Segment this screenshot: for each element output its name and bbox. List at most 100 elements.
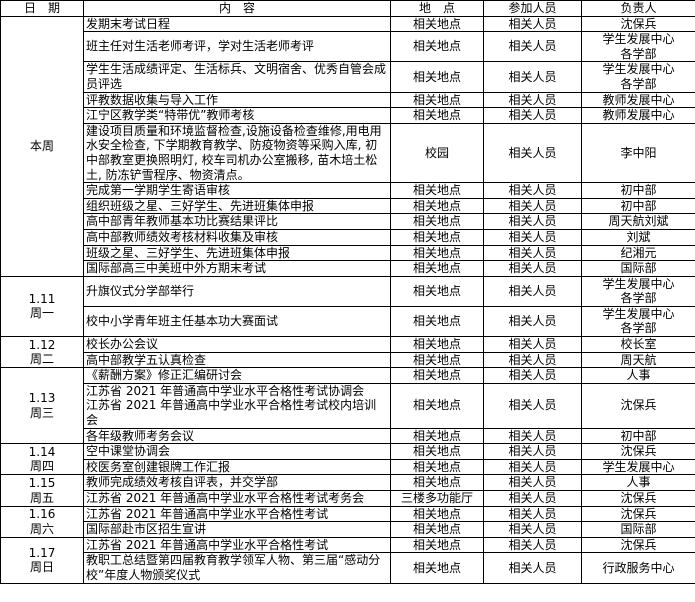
- cell-line: 周六: [29, 521, 54, 536]
- cell-line: 1.17: [28, 545, 56, 560]
- content-cell: 高中部教师绩效考核材料收集及审核: [83, 228, 391, 246]
- participants-cell: 相关人员: [483, 305, 582, 338]
- cell-line: 1.16: [28, 507, 56, 522]
- schedule-row: 1.11 周一 升旗仪式分学部举行 相关地点 相关人员 学生发展中心 各学部: [0, 275, 695, 338]
- content-cell: 江苏省 2021 年普通高中学业水平合格性考试: [83, 536, 391, 554]
- participants-cell: 相关人员: [483, 474, 582, 491]
- cell-line: 周三: [29, 405, 54, 420]
- owner-cell: 教师发展中心: [581, 107, 695, 124]
- date-cell: 1.12 周二: [0, 336, 84, 369]
- schedule-row: 校中小学青年班主任基本功大赛面试 相关地点 相关人员 学生发展中心 各学部: [1, 305, 695, 338]
- content-cell: 各年级教师考务会议: [83, 427, 391, 445]
- owner-cell: 教师发展中心: [581, 91, 695, 109]
- content-cell: 学生生活成绩评定、生活标兵、文明宿舍、优秀自管会成员评选: [83, 61, 391, 93]
- location-cell: 相关地点: [390, 305, 484, 338]
- date-cell: 本周: [0, 15, 84, 277]
- owner-cell: 沈保兵: [581, 382, 695, 429]
- content-cell: 江苏省 2021 年普通高中学业水平合格性考试协调会 江苏省 2021 年普通高中…: [83, 382, 391, 429]
- owner-cell: 周天航刘斌: [581, 213, 695, 230]
- header-cell: 负责人: [581, 0, 695, 17]
- cell-line: 江苏省 2021 年普通高中学业水平合格性考试协调会: [86, 383, 365, 398]
- schedule-row: 组织班级之星、三好学生、先进班集体申报 相关地点 相关人员 初中部: [1, 197, 695, 215]
- owner-cell: 学生发展中心 各学部: [581, 305, 695, 338]
- participants-cell: 相关人员: [483, 505, 582, 523]
- owner-cell: 沈保兵: [581, 443, 695, 460]
- content-cell: 教职工总结暨第四届教育教学领军人物、第三届“感动分校”年度人物颁奖仪式: [83, 552, 391, 584]
- content-cell: 建设项目质量和环境监督检查,设施设备检查维修,用电用水安全检查, 下学期教育教学…: [83, 122, 391, 184]
- schedule-row: 班主任对生活老师考评，学对生活老师考评 相关地点 相关人员 学生发展中心 各学部: [1, 31, 695, 63]
- date-cell: 1.17 周日: [0, 536, 84, 584]
- cell-line: 各学部: [620, 76, 657, 91]
- location-cell: 三楼多功能厅: [390, 490, 484, 507]
- schedule-row: 江苏省 2021 年普通高中学业水平合格性考试考务会 三楼多功能厅 相关人员 沈保兵: [1, 490, 695, 507]
- content-cell: 空中课堂协调会: [83, 443, 391, 460]
- content-cell: 江苏省 2021 年普通高中学业水平合格性考试考务会: [83, 490, 391, 507]
- owner-cell: 初中部: [581, 427, 695, 445]
- location-cell: 相关地点: [390, 443, 484, 460]
- location-cell: 相关地点: [390, 197, 484, 215]
- schedule-row: 各年级教师考务会议 相关地点 相关人员 初中部: [1, 427, 695, 445]
- owner-cell: 沈保兵: [581, 505, 695, 523]
- schedule-row: 学生生活成绩评定、生活标兵、文明宿舍、优秀自管会成员评选 相关地点 相关人员 学生发展…: [1, 61, 695, 93]
- date-cell: 1.15 周五: [0, 474, 84, 507]
- cell-line: 周四: [29, 459, 54, 474]
- location-cell: 相关地点: [390, 61, 484, 93]
- owner-cell: 学生发展中心 各学部: [581, 61, 695, 93]
- participants-cell: 相关人员: [483, 351, 582, 369]
- schedule-row: 建设项目质量和环境监督检查,设施设备检查维修,用电用水安全检查, 下学期教育教学…: [1, 122, 695, 184]
- location-cell: 相关地点: [390, 474, 484, 491]
- schedule-row: 教职工总结暨第四届教育教学领军人物、第三届“感动分校”年度人物颁奖仪式 相关地点相…: [1, 552, 695, 584]
- participants-cell: 相关人员: [483, 260, 582, 277]
- owner-cell: 学生发展中心: [581, 458, 695, 476]
- participants-cell: 相关人员: [483, 122, 582, 184]
- cell-line: 本周: [29, 138, 54, 153]
- content-cell: 升旗仪式分学部举行: [83, 275, 391, 307]
- schedule-row: 高中部青年教师基本功比赛结果评比 相关地点 相关人员 周天航刘斌: [1, 213, 695, 230]
- participants-cell: 相关人员: [483, 443, 582, 460]
- schedule-row: 江宁区教学类“特带优”教师考核 相关地点 相关人员 教师发展中心: [1, 107, 695, 124]
- location-cell: 相关地点: [390, 91, 484, 109]
- location-cell: 相关地点: [390, 382, 484, 429]
- participants-cell: 相关人员: [483, 427, 582, 445]
- participants-cell: 相关人员: [483, 275, 582, 307]
- owner-cell: 国际部: [581, 260, 695, 277]
- participants-cell: 相关人员: [483, 458, 582, 476]
- schedule-row: 本周 发期末考试日程 相关地点 相关人员 沈保兵: [0, 15, 695, 277]
- owner-cell: 初中部: [581, 182, 695, 199]
- location-cell: 相关地点: [390, 458, 484, 476]
- location-cell: 相关地点: [390, 336, 484, 353]
- header-cell: 内 容: [83, 0, 391, 17]
- content-cell: 校中小学青年班主任基本功大赛面试: [83, 305, 391, 338]
- owner-cell: 人事: [581, 474, 695, 491]
- location-cell: 相关地点: [390, 427, 484, 445]
- owner-cell: 沈保兵: [581, 15, 695, 33]
- schedule-row: 1.13 周三 《薪酬方案》修正汇编研讨会 相关地点 相关人员 人事: [0, 367, 695, 445]
- owner-cell: 校长室: [581, 336, 695, 353]
- participants-cell: 相关人员: [483, 336, 582, 353]
- location-cell: 相关地点: [390, 351, 484, 369]
- owner-cell: 沈保兵: [581, 536, 695, 554]
- schedule-row: 江苏省 2021 年普通高中学业水平合格性考试协调会 江苏省 2021 年普通高中…: [1, 382, 695, 429]
- owner-cell: 沈保兵: [581, 490, 695, 507]
- participants-cell: 相关人员: [483, 367, 582, 384]
- participants-cell: 相关人员: [483, 382, 582, 429]
- cell-line: 学生发展中心: [602, 276, 675, 291]
- owner-cell: 行政服务中心: [581, 552, 695, 584]
- content-cell: 校医务室创建银牌工作汇报: [83, 458, 391, 476]
- schedule-table: 日 期内 容地 点参加人员 负责人 本周 发期末考试日程 相关地点 相关人员 沈保兵 班主任…: [0, 0, 695, 584]
- schedule-row: 国际部赴市区招生宣讲 相关地点 相关人员 国际部: [1, 521, 695, 538]
- participants-cell: 相关人员: [483, 552, 582, 584]
- location-cell: 相关地点: [390, 260, 484, 277]
- schedule-row: 1.17 周日 江苏省 2021 年普通高中学业水平合格性考试 相关地点 相关人员 沈保兵: [0, 536, 695, 584]
- participants-cell: 相关人员: [483, 61, 582, 93]
- content-cell: 班级之星、三好学生、先进班集体申报: [83, 244, 391, 262]
- cell-line: 1.11: [28, 291, 56, 306]
- schedule-row: 1.15 周五 教师完成绩效考核自评表，并交学部 相关地点 相关人员 人事: [0, 474, 695, 507]
- owner-cell: 国际部: [581, 521, 695, 538]
- location-cell: 相关地点: [390, 521, 484, 538]
- cell-line: 各学部: [620, 321, 657, 336]
- cell-line: 周一: [29, 306, 54, 321]
- schedule-row: 高中部教师绩效考核材料收集及审核 相关地点 相关人员 刘斌: [1, 228, 695, 246]
- cell-line: 各学部: [620, 46, 657, 61]
